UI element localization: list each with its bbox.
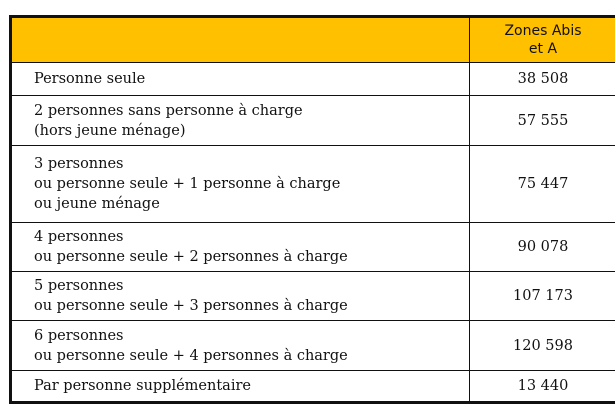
table-row: 6 personnes ou personne seule + 4 person… [10, 320, 615, 371]
row-label-line: ou personne seule + 4 personnes à charge [34, 347, 348, 364]
row-value: 90 078 [469, 222, 615, 272]
row-label-line: ou personne seule + 3 personnes à charge [34, 298, 348, 314]
row-label-line: ou personne seule + 2 personnes à charge [34, 249, 348, 265]
row-value: 57 555 [469, 95, 615, 146]
row-label-line: 3 personnes [34, 156, 124, 172]
header-zone-line-1: Zones Abis [504, 23, 582, 39]
row-label: Par personne supplémentaire [10, 370, 470, 403]
row-value: 107 173 [469, 271, 615, 321]
row-label-line: 2 personnes sans personne à charge [34, 102, 303, 119]
table-row: 3 personnes ou personne seule + 1 person… [10, 145, 615, 223]
row-value: 13 440 [469, 370, 615, 403]
row-label: 2 personnes sans personne à charge (hors… [10, 95, 470, 146]
header-zone-line-2: et A [528, 41, 558, 57]
table-row: 5 personnes ou personne seule + 3 person… [10, 271, 615, 321]
row-label-line: 5 personnes [34, 278, 124, 294]
header-label-cell [10, 16, 470, 63]
income-ceiling-table: Zones Abis et A Personne seule 38 508 2 … [9, 15, 615, 404]
header-zone-cell: Zones Abis et A [469, 16, 615, 63]
row-label-line: ou jeune ménage [34, 196, 160, 212]
row-label-line: Personne seule [34, 71, 146, 87]
table-row: 4 personnes ou personne seule + 2 person… [10, 222, 615, 272]
row-label-line: 6 personnes [34, 327, 124, 344]
row-value: 120 598 [469, 320, 615, 371]
row-label: 3 personnes ou personne seule + 1 person… [10, 145, 470, 223]
row-value: 75 447 [469, 145, 615, 223]
table-header: Zones Abis et A [10, 16, 615, 63]
row-label-line: Par personne supplémentaire [34, 378, 251, 394]
table-row: Personne seule 38 508 [10, 62, 615, 96]
row-label: 4 personnes ou personne seule + 2 person… [10, 222, 470, 272]
table-row: Par personne supplémentaire 13 440 [10, 370, 615, 403]
row-label: 5 personnes ou personne seule + 3 person… [10, 271, 470, 321]
row-label: 6 personnes ou personne seule + 4 person… [10, 320, 470, 371]
row-label-line: 4 personnes [34, 229, 124, 245]
row-label-line: (hors jeune ménage) [34, 122, 186, 139]
table-row: 2 personnes sans personne à charge (hors… [10, 95, 615, 146]
row-value: 38 508 [469, 62, 615, 96]
row-label: Personne seule [10, 62, 470, 96]
row-label-line: ou personne seule + 1 personne à charge [34, 176, 341, 192]
